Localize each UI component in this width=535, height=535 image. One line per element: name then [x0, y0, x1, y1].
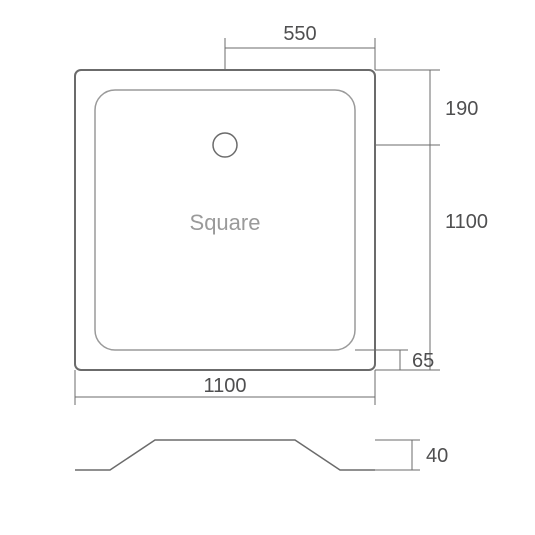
- tray-profile: [75, 440, 375, 470]
- dim-right-height-label: 1100: [445, 211, 488, 233]
- dim-right-inset-label: 65: [412, 350, 434, 372]
- dim-bottom-label: 1100: [203, 375, 246, 397]
- drain-circle: [213, 133, 237, 157]
- dim-profile-label: 40: [426, 445, 448, 467]
- dim-top-label: 550: [283, 23, 316, 45]
- tray-dimension-diagram: Square 550 190 1100 65 1100 40: [0, 0, 535, 535]
- center-label: Square: [190, 210, 261, 235]
- dim-right-top-label: 190: [445, 98, 478, 120]
